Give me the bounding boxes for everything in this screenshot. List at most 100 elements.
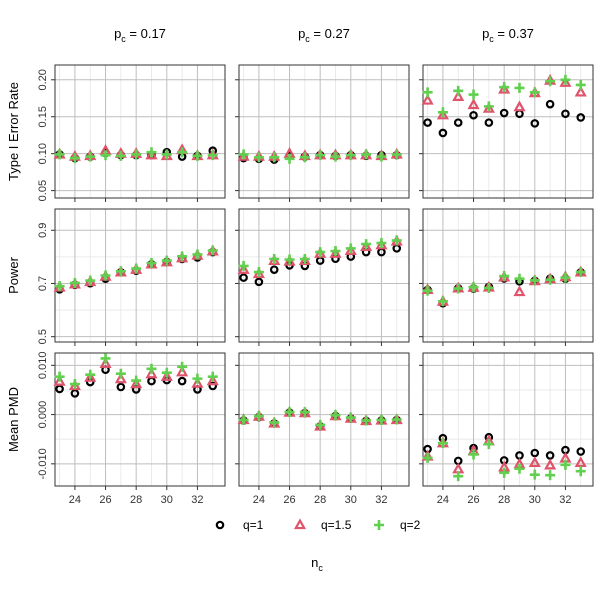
- data-point-plus: [514, 273, 525, 284]
- data-point-plus: [69, 153, 80, 164]
- data-point-plus: [238, 414, 249, 425]
- data-point-plus: [161, 255, 172, 266]
- data-point-triangle: [574, 456, 587, 468]
- column-label-value: = 0.17: [126, 26, 166, 41]
- data-point-plus: [284, 254, 295, 265]
- data-point-plus: [499, 271, 510, 282]
- column-label-sub: c: [305, 34, 310, 44]
- data-point-plus: [330, 410, 341, 421]
- x-tick-label: 24: [437, 494, 449, 506]
- x-axis-title: nc: [311, 555, 323, 573]
- data-point-circle: [438, 128, 448, 138]
- data-point-triangle: [206, 374, 219, 386]
- data-point-plus: [483, 283, 494, 294]
- data-point-triangle: [436, 108, 449, 120]
- data-point-plus: [253, 411, 264, 422]
- data-point-triangle: [130, 377, 143, 389]
- data-point-plus: [115, 266, 126, 277]
- data-point-plus: [374, 520, 384, 530]
- data-point-triangle: [482, 101, 495, 113]
- y-tick-label: 0.000: [37, 401, 49, 429]
- data-point-triangle: [293, 518, 307, 530]
- data-point-plus: [468, 89, 479, 100]
- x-tick-label: 26: [99, 494, 111, 506]
- panel-r2-c0: [51, 352, 226, 490]
- data-point-plus: [499, 467, 510, 478]
- data-point-triangle: [145, 367, 158, 379]
- data-point-plus: [545, 470, 556, 481]
- panel-border: [54, 208, 226, 343]
- legend-label: q=2: [400, 518, 421, 532]
- data-point-circle: [208, 381, 218, 391]
- data-point-plus: [453, 283, 464, 294]
- data-point-triangle: [191, 376, 204, 388]
- data-point-plus: [315, 150, 326, 161]
- data-point-plus: [284, 407, 295, 418]
- data-point-plus: [361, 239, 372, 250]
- data-point-plus: [192, 249, 203, 260]
- data-point-plus: [345, 150, 356, 161]
- panel-r0-c0: [51, 64, 226, 202]
- panel-border: [54, 64, 226, 199]
- data-point-plus: [330, 246, 341, 257]
- panel-border: [54, 352, 226, 487]
- data-point-plus: [69, 277, 80, 288]
- data-point-plus: [437, 296, 448, 307]
- data-point-triangle: [574, 85, 587, 97]
- data-point-circle: [576, 447, 586, 456]
- x-tick-label: 28: [498, 494, 510, 506]
- column-label: pc = 0.37: [482, 26, 534, 44]
- data-point-plus: [422, 452, 433, 463]
- data-point-circle: [70, 389, 80, 398]
- data-point-plus: [161, 149, 172, 160]
- y-tick-label: 0.010: [37, 352, 49, 380]
- data-point-plus: [284, 153, 295, 164]
- data-point-circle: [453, 118, 463, 127]
- data-point-circle: [469, 110, 478, 120]
- data-point-plus: [545, 76, 556, 87]
- data-point-plus: [100, 270, 111, 281]
- data-point-triangle: [498, 82, 511, 94]
- data-point-plus: [299, 254, 310, 265]
- data-point-plus: [192, 150, 203, 161]
- legend-label: q=1.5: [321, 518, 352, 532]
- data-point-triangle: [176, 365, 189, 377]
- data-point-plus: [575, 79, 586, 90]
- data-point-circle: [177, 376, 187, 386]
- x-tick-label: 24: [253, 494, 265, 506]
- data-point-plus: [315, 247, 326, 258]
- data-point-triangle: [559, 76, 572, 87]
- x-tick-label: 30: [529, 494, 541, 506]
- data-point-circle: [215, 520, 225, 530]
- data-point-circle: [484, 118, 494, 127]
- x-axis-title-sub: c: [318, 563, 323, 573]
- data-point-plus: [131, 263, 142, 274]
- legend-label: q=1: [243, 518, 264, 532]
- data-point-plus: [437, 438, 448, 449]
- data-point-plus: [115, 150, 126, 161]
- data-point-plus: [146, 363, 157, 374]
- data-point-plus: [146, 257, 157, 268]
- x-tick-label: 24: [69, 494, 81, 506]
- x-tick-label: 32: [191, 494, 203, 506]
- column-label-value: = 0.27: [310, 26, 350, 41]
- data-point-plus: [529, 87, 540, 98]
- y-tick-label: 0.9: [37, 223, 49, 238]
- data-point-circle: [254, 277, 264, 287]
- data-point-plus: [560, 459, 571, 470]
- data-point-plus: [422, 87, 433, 98]
- y-tick-label: 0.5: [37, 329, 49, 344]
- data-point-plus: [146, 147, 157, 158]
- data-point-plus: [161, 367, 172, 378]
- data-point-circle: [576, 113, 586, 122]
- data-point-plus: [315, 419, 326, 430]
- data-point-plus: [131, 375, 142, 386]
- data-point-plus: [238, 260, 249, 271]
- data-point-plus: [207, 371, 218, 382]
- data-point-plus: [238, 149, 249, 160]
- x-tick-label: 30: [161, 494, 173, 506]
- data-point-plus: [115, 368, 126, 379]
- data-point-plus: [299, 407, 310, 418]
- panel-border: [422, 352, 594, 487]
- data-point-triangle: [528, 456, 541, 468]
